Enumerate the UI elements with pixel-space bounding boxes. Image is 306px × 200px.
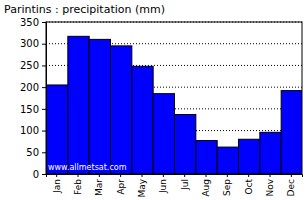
y-tick: 150 [20,104,46,115]
x-tick-mark [78,174,79,177]
y-tick-label: 100 [20,125,39,136]
bar [217,147,238,174]
bars [47,36,303,174]
x-axis: Jan Feb Mar Apr May Jun Jul Aug Sep Oct Nov Dec [47,174,303,198]
x-tick-mark [291,174,292,177]
x-tick-mark [227,174,228,177]
chart: 050100150200250300350JanFebMarAprMayJunJ… [0,0,306,200]
y-tick: 250 [20,60,46,71]
bar [68,36,89,174]
y-tick-label: 0 [33,169,39,180]
y-axis: 0 50 100 150 200 250 300 350 [20,17,47,180]
x-tick-label: Dec [286,179,296,196]
x-tick-label: Apr [116,179,126,195]
x-tick: Apr [116,174,126,195]
x-tick-label: Jan [52,179,62,194]
x-tick-mark [206,174,207,177]
grid [46,22,302,174]
x-tick: Aug [201,174,211,197]
title: Parintins : precipitation (mm) [4,3,165,16]
y-tick-mark [42,65,46,66]
y-tick-label: 250 [20,60,39,71]
x-tick: Mar [94,174,104,196]
y-tick-label: 150 [20,104,39,115]
x-tick-label: May [137,178,147,197]
bar [196,141,217,174]
x-tick: Jun [158,174,168,194]
bar [281,91,302,174]
x-tick-label: Jun [158,179,168,194]
x-tick: Dec [286,174,296,196]
bar [111,46,132,174]
watermark: www.allmetsat.com [48,163,127,172]
bar [153,94,174,174]
background [0,0,306,200]
x-tick: Sep [222,174,232,196]
x-tick-label: Jul [180,179,190,191]
x-tick-label: Oct [244,179,254,195]
x-tick-label: Sep [222,179,232,196]
y-axis-line [42,23,47,175]
plot: 050100150200250300350JanFebMarAprMayJunJ… [20,17,303,198]
x-tick-mark [184,174,185,177]
y-tick: 100 [20,125,46,136]
x-tick-label: Feb [73,179,83,195]
y-tick: 0 [33,169,46,180]
x-tick-mark [163,174,164,177]
y-tick: 50 [26,147,46,158]
y-tick: 200 [20,82,46,93]
plot-frame [46,22,302,174]
x-axis-line [47,175,303,178]
x-tick: Jul [180,174,190,191]
bar [175,115,196,174]
y-tick: 300 [20,38,46,49]
y-tick-mark [42,44,46,45]
x-tick-mark [120,174,121,177]
y-tick-mark [42,22,46,23]
bar [132,66,153,174]
x-tick: Jan [52,174,62,194]
y-tick-mark [42,131,46,132]
y-tick-label: 300 [20,38,39,49]
x-tick-mark [142,174,143,177]
bar [260,132,281,174]
x-tick-mark [56,174,57,177]
y-tick-label: 350 [20,17,39,28]
x-tick-label: Mar [94,179,104,196]
x-tick: Nov [265,174,275,197]
x-tick: May [137,174,147,198]
y-tick-mark [42,109,46,110]
y-tick-mark [42,152,46,153]
x-tick: Oct [244,174,254,195]
y-tick: 350 [20,17,46,28]
y-tick-mark [42,174,46,175]
y-tick-label: 50 [26,147,39,158]
x-tick-label: Nov [265,178,275,196]
x-tick-label: Aug [201,179,211,197]
y-tick-label: 200 [20,82,39,93]
x-tick-mark [270,174,271,177]
x-tick-mark [99,174,100,177]
bar [89,39,110,174]
y-tick-mark [42,87,46,88]
bar [47,85,68,174]
x-tick-mark [248,174,249,177]
x-tick: Feb [73,174,83,195]
bar [239,139,260,174]
